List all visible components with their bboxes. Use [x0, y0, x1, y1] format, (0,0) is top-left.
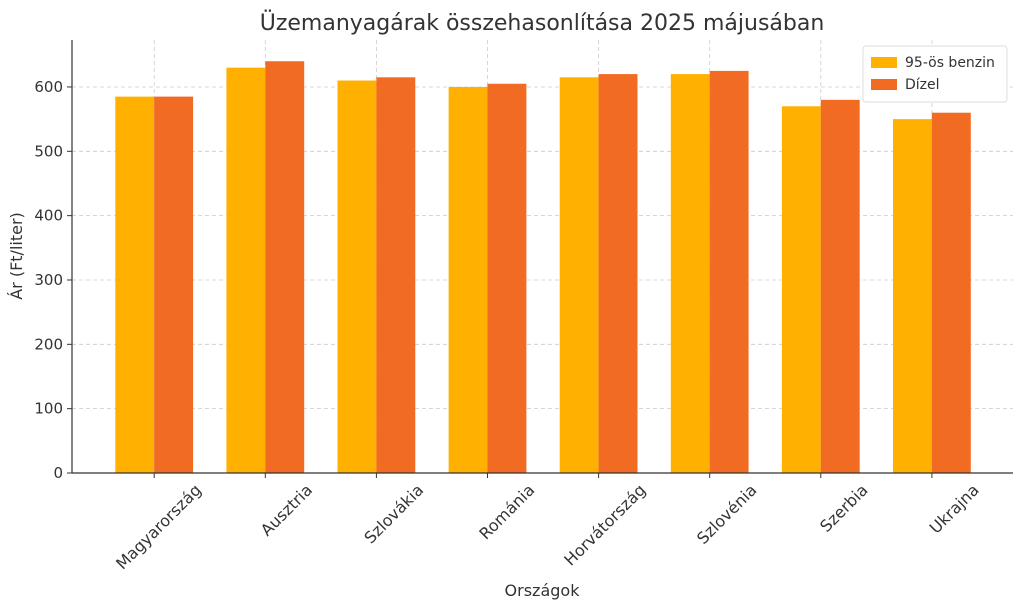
bar: [709, 70, 749, 473]
y-tick-label: 600: [34, 78, 63, 96]
legend-box: [862, 45, 1008, 103]
legend-swatch: [871, 57, 897, 68]
x-tick-label: Ausztria: [257, 480, 316, 539]
x-tick-label: Magyarország: [112, 480, 205, 573]
bar: [115, 96, 155, 473]
x-axis-label: Országok: [505, 581, 581, 600]
legend: 95-ös benzin Dízel: [862, 45, 1008, 103]
bar: [598, 74, 638, 474]
bar: [226, 67, 266, 473]
bar: [448, 86, 488, 473]
x-tick-label: Ukrajna: [926, 480, 983, 537]
x-tick-label: Románia: [475, 480, 538, 543]
bar: [154, 96, 194, 473]
bar: [820, 99, 860, 473]
x-tick-label: Szerbia: [816, 480, 871, 535]
bar: [931, 112, 971, 473]
x-tick-label: Szlovákia: [360, 480, 427, 547]
y-tick-label: 500: [34, 142, 63, 160]
legend-label: Dízel: [905, 77, 940, 93]
legend-swatch: [871, 79, 897, 90]
bar: [487, 83, 527, 474]
bar: [559, 77, 599, 473]
y-tick-label: 100: [34, 400, 63, 418]
y-tick-label: 0: [53, 464, 63, 482]
bar: [376, 77, 416, 473]
bar: [670, 74, 710, 474]
bar: [781, 106, 821, 473]
bar: [337, 80, 377, 473]
x-tick-label: Szlovénia: [693, 480, 761, 548]
chart-title: Üzemanyagárak összehasonlítása 2025 máju…: [260, 10, 825, 36]
y-tick-label: 200: [34, 335, 63, 353]
legend-label: 95-ös benzin: [905, 55, 995, 71]
bar: [265, 61, 305, 473]
bar: [893, 119, 932, 473]
x-tick-label: Horvátország: [560, 480, 649, 569]
y-tick-label: 400: [34, 207, 63, 225]
y-tick-label: 300: [34, 271, 63, 289]
y-axis-label: Ár (Ft/liter): [7, 212, 26, 300]
